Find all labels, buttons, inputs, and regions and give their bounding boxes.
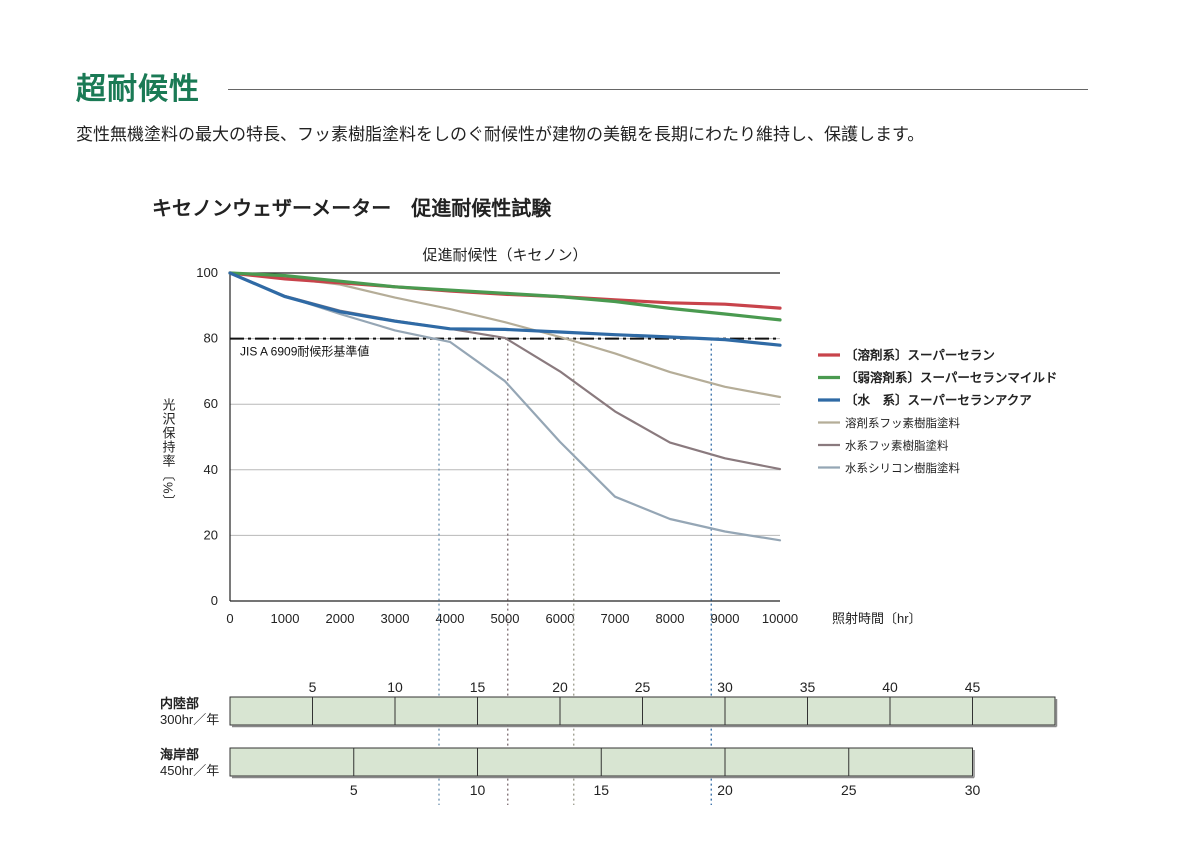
year-tick-label: 15	[470, 679, 486, 695]
legend-entry: 水系フッ素樹脂塗料	[845, 439, 949, 453]
y-axis-label: 光沢保持率〔%〕	[161, 398, 176, 509]
y-tick-label: 60	[204, 396, 218, 411]
legend-entry: 水系シリコン樹脂塗料	[845, 461, 960, 475]
y-tick-label: 100	[196, 265, 218, 280]
x-tick-label: 1000	[271, 611, 300, 626]
y-tick-label: 40	[204, 462, 218, 477]
x-tick-label: 7000	[601, 611, 630, 626]
legend-entry: 〔水 系〕スーパーセランアクア	[845, 393, 1032, 408]
title-rule	[228, 89, 1088, 90]
chart-title: 促進耐候性（キセノン）	[422, 247, 587, 264]
series-line	[228, 271, 782, 399]
year-tick-label: 35	[800, 679, 816, 695]
year-tick-label: 10	[470, 782, 486, 798]
year-tick-label: 25	[841, 782, 857, 798]
page-subtitle: 変性無機塗料の最大の特長、フッ素樹脂塗料をしのぐ耐候性が建物の美観を長期にわたり…	[76, 125, 925, 145]
page-title: 超耐候性	[76, 72, 200, 107]
x-tick-label: 8000	[656, 611, 685, 626]
legend-entry: 〔溶剤系〕スーパーセラン	[845, 348, 995, 363]
year-tick-label: 40	[882, 679, 898, 695]
y-tick-label: 80	[204, 331, 218, 346]
year-scale-label: 内陸部	[160, 696, 199, 711]
series-line	[228, 271, 782, 347]
year-tick-label: 30	[717, 679, 733, 695]
year-tick-label: 15	[593, 782, 609, 798]
y-tick-label: 0	[211, 593, 218, 608]
year-tick-label: 30	[965, 782, 981, 798]
x-tick-label: 9000	[711, 611, 740, 626]
legend-entry: 溶剤系フッ素樹脂塗料	[845, 416, 960, 430]
x-tick-label: 4000	[436, 611, 465, 626]
x-axis-label: 照射時間〔hr〕	[832, 611, 922, 626]
x-tick-label: 5000	[491, 611, 520, 626]
x-tick-label: 2000	[326, 611, 355, 626]
year-tick-label: 10	[387, 679, 403, 695]
x-tick-label: 10000	[762, 611, 798, 626]
year-tick-label: 20	[717, 782, 733, 798]
year-tick-label: 25	[635, 679, 651, 695]
x-tick-label: 6000	[546, 611, 575, 626]
series-line	[228, 271, 782, 322]
year-scale-rate: 300hr／年	[160, 712, 219, 727]
legend-entry: 〔弱溶剤系〕スーパーセランマイルド	[845, 370, 1057, 385]
series-line	[228, 271, 782, 542]
year-tick-label: 45	[965, 679, 981, 695]
y-tick-label: 20	[204, 527, 218, 542]
x-tick-label: 0	[226, 611, 233, 626]
year-scale-label: 海岸部	[160, 747, 199, 762]
reference-line-label: JIS A 6909耐候形基準値	[240, 344, 369, 359]
x-tick-label: 3000	[381, 611, 410, 626]
year-tick-label: 5	[350, 782, 358, 798]
year-tick-label: 5	[309, 679, 317, 695]
test-title: キセノンウェザーメーター 促進耐候性試験	[152, 196, 552, 220]
year-scale-rate: 450hr／年	[160, 763, 219, 778]
year-tick-label: 20	[552, 679, 568, 695]
